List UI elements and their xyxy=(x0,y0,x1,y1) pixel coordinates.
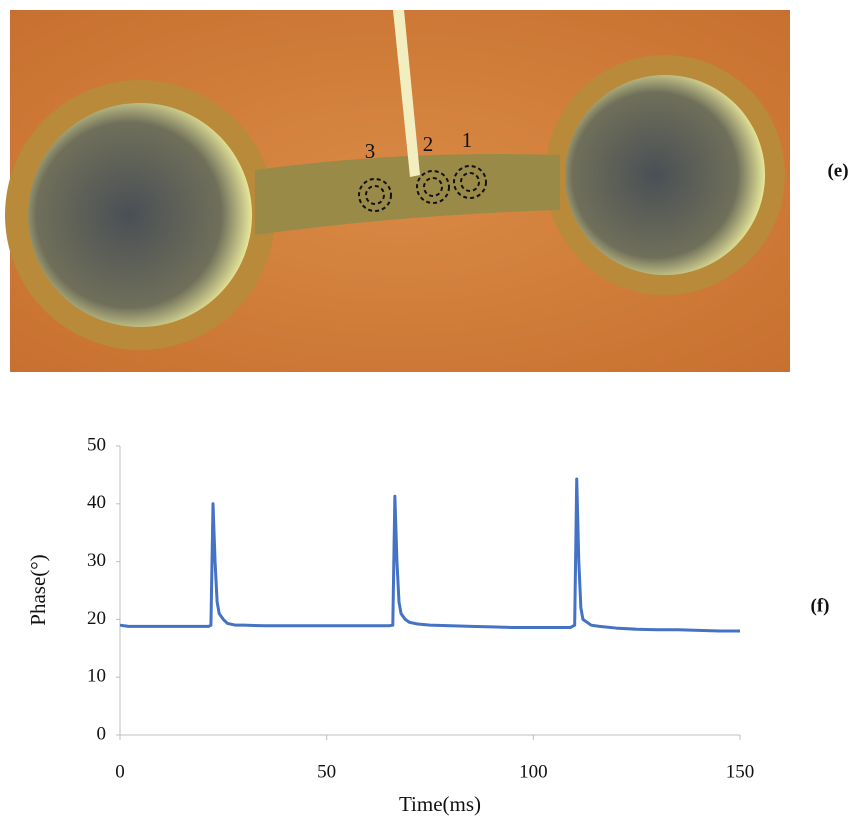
data-line xyxy=(120,479,740,631)
well xyxy=(565,75,765,275)
x-tick-label: 50 xyxy=(317,761,336,782)
figure: 3 2 1 (e) (f) Time(ms) Phase(°) 01020304… xyxy=(0,0,856,825)
x-tick-label: 150 xyxy=(726,761,755,782)
y-axis-title: Phase(°) xyxy=(26,554,50,625)
y-tick-label: 20 xyxy=(87,608,106,629)
y-tick-label: 0 xyxy=(97,723,107,744)
y-tick-label: 40 xyxy=(87,492,106,513)
well xyxy=(28,103,252,327)
y-tick-label: 30 xyxy=(87,550,106,571)
panel-label: (e) xyxy=(827,160,848,181)
marker-label: 3 xyxy=(365,139,376,163)
y-tick-label: 50 xyxy=(87,434,106,455)
marker-label: 2 xyxy=(423,132,434,156)
photo: 3 2 1 xyxy=(5,10,790,372)
panel-label: (f) xyxy=(811,595,830,616)
x-tick-label: 100 xyxy=(519,761,548,782)
marker-label: 1 xyxy=(462,128,473,152)
x-axis-title: Time(ms) xyxy=(399,792,481,816)
x-tick-label: 0 xyxy=(115,761,125,782)
y-tick-label: 10 xyxy=(87,666,106,687)
